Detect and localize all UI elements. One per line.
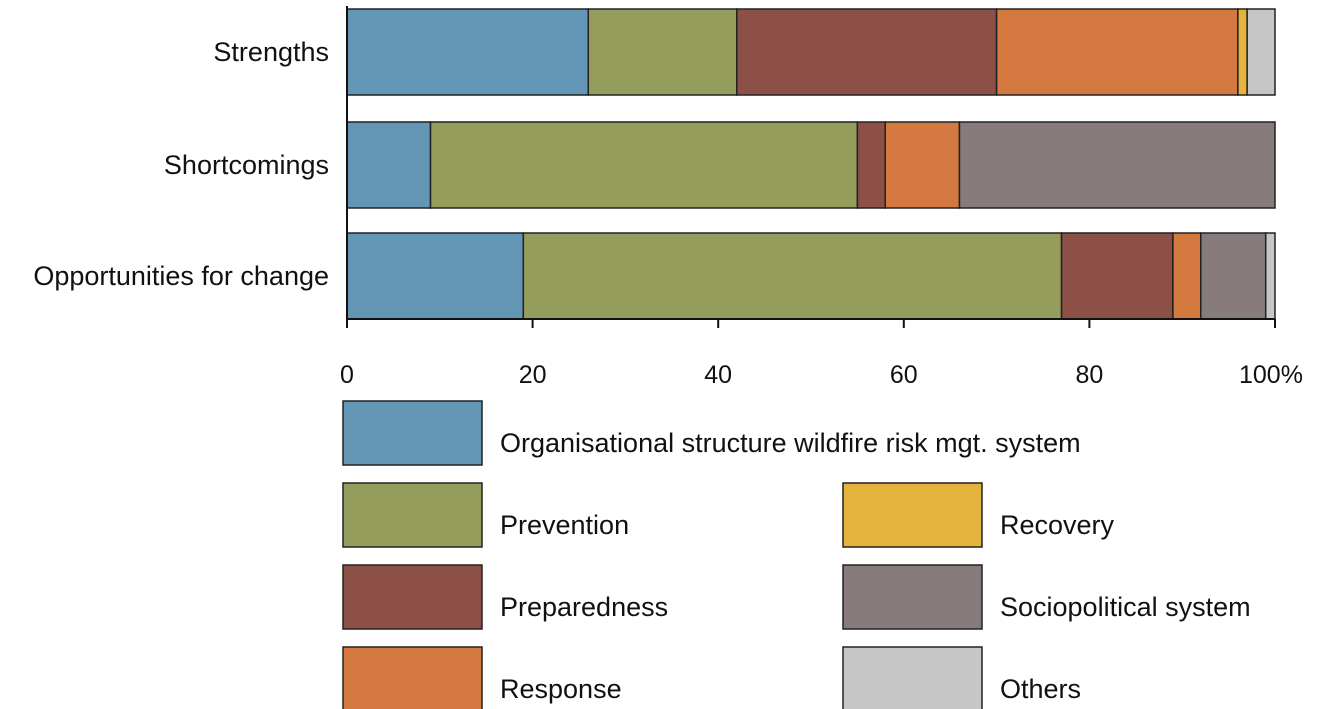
legend-swatch: [842, 646, 983, 709]
bar-segment-2-3: [856, 121, 886, 209]
bar-segment-3-6: [1200, 232, 1267, 320]
bar-segment-1-5: [1237, 8, 1248, 96]
legend-label: Prevention: [500, 510, 629, 540]
legend-label: Response: [500, 674, 622, 704]
bar-segment-1-3: [736, 8, 998, 96]
legend-label: Preparedness: [500, 592, 668, 622]
legend-label: Organisational structure wildfire risk m…: [500, 428, 1081, 458]
bar-segment-2-1: [346, 121, 432, 209]
bar-segment-1-2: [587, 8, 738, 96]
x-tick-label: 100%: [1239, 361, 1303, 389]
legend-swatch: [342, 564, 483, 630]
legend-swatch: [842, 482, 983, 548]
bar-segment-3-1: [346, 232, 525, 320]
bar-segment-2-6: [958, 121, 1276, 209]
legend-label: Recovery: [1000, 510, 1115, 540]
legend-swatch: [842, 564, 983, 630]
bar-segment-2-4: [884, 121, 961, 209]
category-label: Opportunities for change: [33, 261, 329, 291]
legend-label: Sociopolitical system: [1000, 592, 1251, 622]
legend: Organisational structure wildfire risk m…: [342, 400, 1251, 709]
bar-segment-1-4: [995, 8, 1239, 96]
legend-label: Others: [1000, 674, 1081, 704]
bar-area: [346, 8, 1276, 320]
bar-segment-3-7: [1264, 232, 1276, 320]
x-tick-label: 80: [1075, 361, 1103, 389]
legend-swatch: [342, 646, 483, 709]
x-tick-label: 0: [340, 361, 354, 389]
x-tick-label: 20: [519, 361, 547, 389]
bar-segment-1-1: [346, 8, 590, 96]
bar-segment-2-2: [429, 121, 859, 209]
x-axis: 0 20 40 60 80 100%: [340, 6, 1303, 389]
legend-swatch: [342, 400, 483, 466]
x-tick-label: 60: [890, 361, 918, 389]
bar-segment-3-3: [1060, 232, 1174, 320]
category-labels: Strengths Shortcomings Opportunities for c…: [33, 37, 329, 291]
x-tick-label: 40: [704, 361, 732, 389]
category-label: Shortcomings: [164, 150, 329, 180]
bar-segment-1-7: [1246, 8, 1276, 96]
bar-segment-3-2: [522, 232, 1063, 320]
category-label: Strengths: [213, 37, 329, 67]
bar-segment-3-4: [1172, 232, 1202, 320]
legend-swatch: [342, 482, 483, 548]
